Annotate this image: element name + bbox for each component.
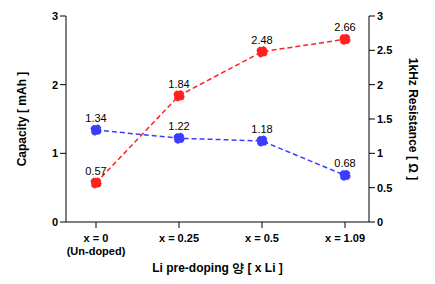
svg-text:2.48: 2.48 (251, 34, 272, 46)
svg-text:Capacity [ mAh ]: Capacity [ mAh ] (15, 72, 29, 167)
svg-text:1kHz Resistance [ Ω ]: 1kHz Resistance [ Ω ] (406, 58, 420, 180)
svg-text:0: 0 (377, 216, 383, 228)
svg-text:2: 2 (52, 79, 58, 91)
svg-text:1.5: 1.5 (377, 113, 392, 125)
svg-text:1.84: 1.84 (168, 78, 189, 90)
svg-text:0.5: 0.5 (377, 182, 392, 194)
svg-text:1.34: 1.34 (85, 112, 106, 124)
svg-text:x = 0(Un-doped): x = 0(Un-doped) (67, 232, 126, 257)
svg-text:3: 3 (52, 10, 58, 22)
svg-text:Li pre-doping 양 [ x Li ]: Li pre-doping 양 [ x Li ] (152, 261, 283, 275)
svg-text:0: 0 (52, 216, 58, 228)
svg-text:0.57: 0.57 (85, 165, 106, 177)
svg-text:x = 1.09: x = 1.09 (325, 232, 365, 244)
svg-text:1.22: 1.22 (168, 120, 189, 132)
svg-text:2.66: 2.66 (334, 21, 355, 33)
svg-text:0.68: 0.68 (334, 157, 355, 169)
svg-text:2: 2 (377, 79, 383, 91)
svg-text:x = 0.25: x = 0.25 (159, 232, 199, 244)
svg-text:1: 1 (377, 147, 383, 159)
svg-text:x = 0.5: x = 0.5 (245, 232, 279, 244)
svg-text:1.18: 1.18 (251, 123, 272, 135)
svg-text:2.5: 2.5 (377, 44, 392, 56)
svg-text:3: 3 (377, 10, 383, 22)
svg-text:1: 1 (52, 147, 58, 159)
